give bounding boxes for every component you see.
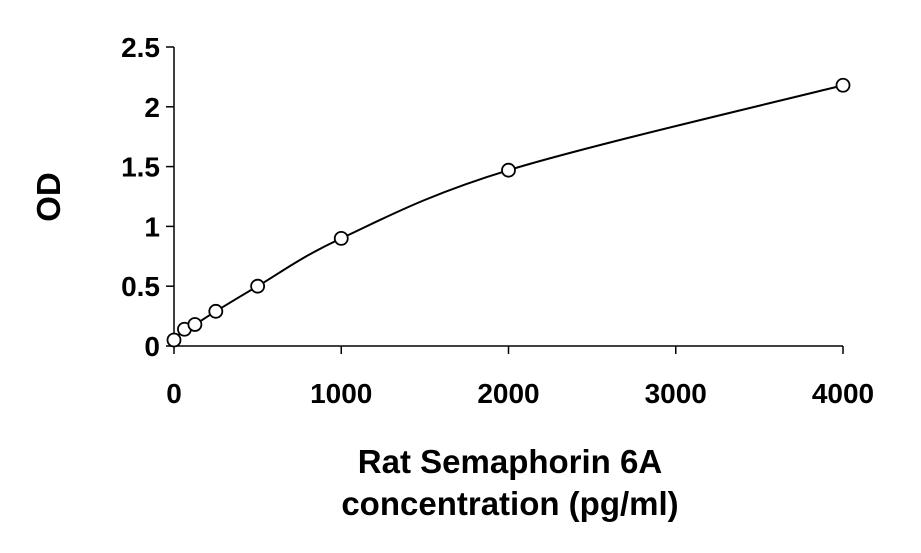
- axes: [173, 47, 843, 347]
- data-point: [501, 162, 516, 178]
- y-tick-label: 0.5: [121, 271, 160, 302]
- x-tick-label: 2000: [477, 378, 539, 409]
- x-tick-label: 4000: [812, 378, 874, 409]
- y-tick-label: 1: [144, 211, 160, 242]
- data-point: [250, 278, 266, 294]
- data-points: [166, 77, 851, 348]
- x-axis-title-line-1: Rat Semaphorin 6A: [358, 443, 662, 480]
- x-axis-title-line-2: concentration (pg/ml): [341, 485, 678, 522]
- y-tick-label: 2.5: [121, 32, 160, 63]
- x-tick-label: 0: [166, 378, 182, 409]
- data-point: [166, 332, 182, 348]
- x-ticks: 0 1000 2000 3000 4000: [166, 346, 874, 409]
- y-tick-label: 0: [144, 331, 160, 362]
- y-tick-label: 2: [144, 92, 160, 123]
- y-ticks: 0 0.5 1 1.5 2 2.5: [121, 32, 174, 362]
- data-point: [208, 303, 224, 319]
- data-point: [333, 230, 349, 246]
- fit-curve: [173, 84, 844, 341]
- y-axis-title: OD: [30, 172, 67, 222]
- data-point: [187, 317, 203, 332]
- y-tick-label: 1.5: [121, 152, 160, 183]
- data-point: [835, 77, 851, 93]
- x-tick-label: 1000: [310, 378, 372, 409]
- x-tick-label: 3000: [645, 378, 707, 409]
